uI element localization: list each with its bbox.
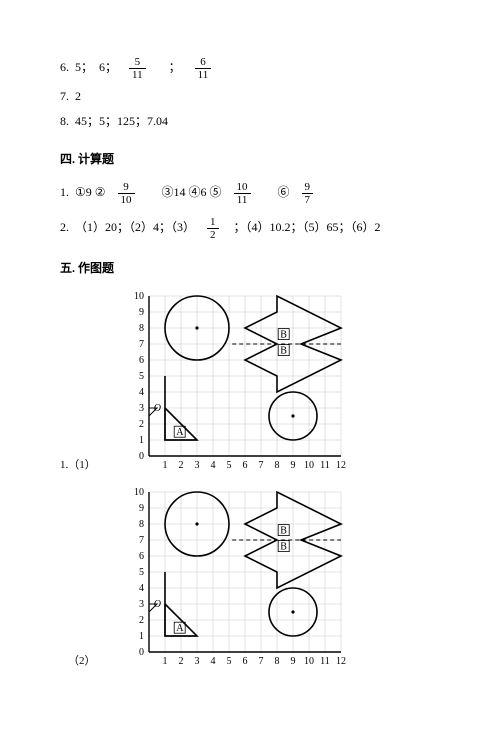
figure-2-block: （2） 123456789101112012345678910AOBB [60,486,440,670]
prefix: 2. [60,220,69,234]
svg-text:9: 9 [139,307,144,318]
svg-text:10: 10 [134,487,144,498]
svg-text:9: 9 [290,656,295,667]
prefix: 8. [60,114,69,128]
svg-text:5: 5 [226,460,231,471]
p1: ①9 ② [75,185,106,199]
svg-text:0: 0 [139,451,144,462]
svg-text:10: 10 [304,656,314,667]
svg-text:0: 0 [139,647,144,658]
fraction-6-11: 611 [195,56,218,81]
svg-text:B: B [280,330,287,341]
svg-text:3: 3 [139,599,144,610]
svg-text:11: 11 [320,460,330,471]
svg-text:3: 3 [139,403,144,414]
item-8: 8. 45；5；125；7.04 [60,112,440,131]
svg-text:11: 11 [320,656,330,667]
fraction-9-10: 910 [118,181,141,206]
v1: 5； [75,60,93,74]
svg-text:8: 8 [139,519,144,530]
svg-text:4: 4 [139,387,144,398]
svg-text:7: 7 [258,656,263,667]
svg-text:6: 6 [242,656,247,667]
svg-text:2: 2 [178,460,183,471]
fraction-9-7: 97 [302,181,320,206]
question-2: 2. （1）20；（2）4；（3） 12 ；（4）10.2；（5）65；（6）2 [60,216,440,241]
svg-text:6: 6 [139,551,144,562]
semi: ； [169,60,181,74]
p1: （1）20；（2）4；（3） [75,220,195,234]
svg-text:7: 7 [258,460,263,471]
svg-text:8: 8 [274,460,279,471]
question-1: 1. ①9 ② 910 ③14 ④6 ⑤ 1011 ⑥ 97 [60,181,440,206]
svg-text:O: O [154,404,161,415]
svg-text:4: 4 [210,460,215,471]
svg-text:1: 1 [139,631,144,642]
svg-text:1: 1 [162,460,167,471]
val: 2 [75,89,81,103]
svg-text:5: 5 [226,656,231,667]
svg-text:O: O [153,600,160,611]
item-7: 7.2 [60,87,440,106]
svg-text:B: B [280,346,287,357]
svg-text:8: 8 [139,323,144,334]
svg-text:5: 5 [139,371,144,382]
svg-text:1: 1 [139,435,144,446]
svg-text:B: B [280,526,287,537]
svg-text:1: 1 [162,656,167,667]
item-6: 6. 5； 6； 511 ； 611 [60,56,440,81]
p2: ；（4）10.2；（5）65；（6）2 [234,220,381,234]
fraction-5-11: 511 [129,56,152,81]
figure-2-label: （2） [68,653,96,671]
svg-text:A: A [176,428,184,439]
svg-text:2: 2 [139,615,144,626]
prefix: 1. [60,185,69,199]
svg-text:5: 5 [139,567,144,578]
svg-text:12: 12 [336,656,346,667]
svg-text:9: 9 [290,460,295,471]
prefix: 7. [60,89,69,103]
figure-1-label: 1.（1） [60,457,96,475]
v2: 6； [99,60,117,74]
svg-text:8: 8 [274,656,279,667]
svg-text:12: 12 [336,460,346,471]
grid-chart-2: 123456789101112012345678910AOBB [127,486,347,670]
fraction-1-2: 12 [207,216,225,241]
svg-text:7: 7 [139,535,144,546]
svg-text:4: 4 [139,583,144,594]
svg-text:10: 10 [134,291,144,302]
svg-text:9: 9 [139,503,144,514]
grid-chart-1: 123456789101112012345678910AOBB [127,290,347,474]
svg-text:4: 4 [210,656,215,667]
svg-text:A: A [176,624,184,635]
svg-text:B: B [280,542,287,553]
svg-text:6: 6 [139,355,144,366]
section-4-title: 四. 计算题 [60,150,440,169]
svg-text:6: 6 [242,460,247,471]
svg-text:10: 10 [304,460,314,471]
p3: ⑥ [266,185,290,199]
svg-text:3: 3 [194,460,199,471]
svg-text:2: 2 [178,656,183,667]
section-5-title: 五. 作图题 [60,259,440,278]
svg-text:2: 2 [139,419,144,430]
vals: 45；5；125；7.04 [75,114,168,128]
figure-1-block: 1.（1） 123456789101112012345678910AOBB [60,290,440,474]
prefix: 6. [60,60,69,74]
svg-text:3: 3 [194,656,199,667]
svg-text:7: 7 [139,339,144,350]
fraction-10-11: 1011 [234,181,257,206]
p2: ③14 ④6 ⑤ [150,185,222,199]
